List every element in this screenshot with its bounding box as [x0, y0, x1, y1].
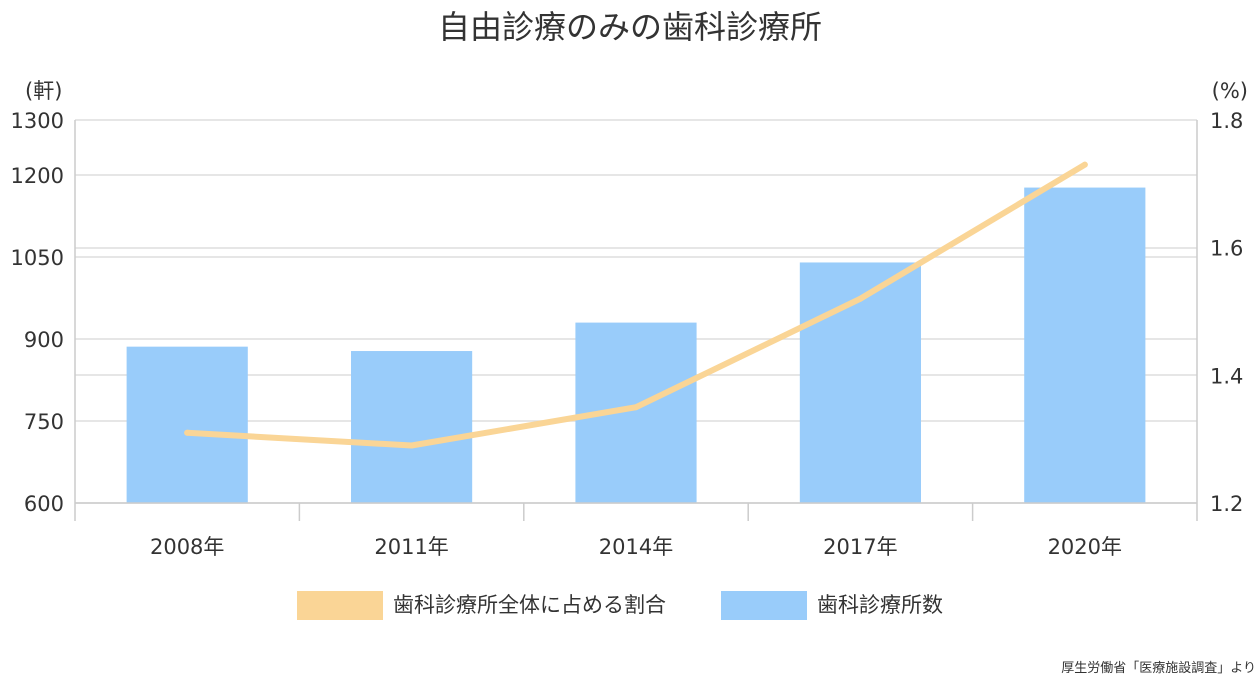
line-point: [633, 404, 639, 411]
legend: 歯科診療所全体に占める割合 歯科診療所数: [297, 591, 943, 620]
right-tick-label: 1.8: [1210, 109, 1243, 133]
bar: [799, 262, 921, 503]
bar: [351, 351, 473, 503]
right-tick-label: 1.4: [1210, 364, 1243, 388]
left-tick-label: 900: [24, 328, 64, 352]
right-axis-unit: (%): [1212, 79, 1248, 103]
bar-series: [126, 187, 1146, 503]
legend-swatch-line: [297, 591, 383, 620]
legend-label-bar: 歯科診療所数: [817, 593, 943, 617]
line-point: [408, 442, 415, 449]
right-axis-ticks: 1.8 1.6 1.4 1.2: [1210, 109, 1243, 516]
x-tick-label: 2020年: [1048, 535, 1122, 559]
left-tick-label: 750: [24, 410, 64, 434]
x-tick-label: 2008年: [150, 535, 224, 559]
legend-label-line: 歯科診療所全体に占める割合: [393, 593, 666, 617]
x-tick-label: 2017年: [823, 535, 897, 559]
legend-swatch-bar: [721, 591, 807, 620]
right-tick-label: 1.6: [1210, 237, 1243, 261]
left-tick-label: 1050: [11, 246, 64, 270]
x-axis: 2008年 2011年 2014年 2017年 2020年: [75, 502, 1197, 559]
line-point: [1081, 161, 1088, 168]
left-tick-label: 1200: [11, 164, 64, 188]
chart-title: 自由診療のみの歯科診療所: [438, 8, 822, 46]
source-note: 厚生労働省「医療施設調査」より: [1061, 660, 1256, 676]
bar: [1024, 187, 1146, 503]
left-tick-label: 600: [24, 492, 64, 516]
line-point: [857, 295, 864, 302]
left-tick-label: 1300: [11, 109, 64, 133]
x-tick-label: 2014年: [599, 535, 673, 559]
left-axis-ticks: 1300 1200 1050 900 750 600: [11, 109, 64, 516]
right-tick-label: 1.2: [1210, 492, 1243, 516]
left-axis-unit: (軒): [25, 79, 62, 103]
line-series: [184, 161, 1088, 449]
bar: [126, 346, 248, 503]
x-tick-label: 2011年: [374, 535, 448, 559]
line-point: [184, 429, 191, 436]
